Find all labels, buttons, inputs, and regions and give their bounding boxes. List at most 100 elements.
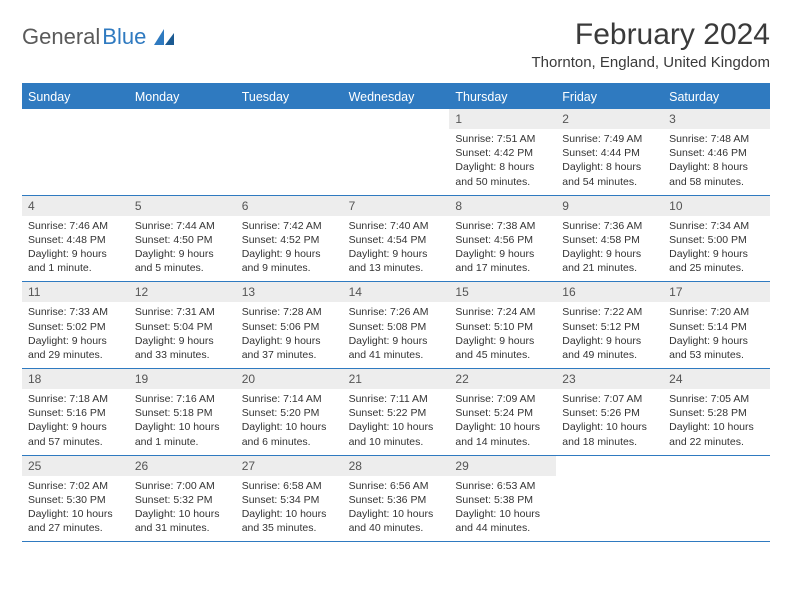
day-details: Sunrise: 7:38 AMSunset: 4:56 PMDaylight:…	[449, 216, 556, 282]
day-details: Sunrise: 7:18 AMSunset: 5:16 PMDaylight:…	[22, 389, 129, 455]
day-details	[236, 115, 343, 124]
day-details: Sunrise: 7:34 AMSunset: 5:00 PMDaylight:…	[663, 216, 770, 282]
day-detail-line: Sunrise: 7:14 AM	[242, 392, 337, 406]
day-details	[663, 462, 770, 471]
day-details: Sunrise: 7:40 AMSunset: 4:54 PMDaylight:…	[343, 216, 450, 282]
day-detail-line: and 21 minutes.	[562, 261, 657, 275]
day-cell: 25Sunrise: 7:02 AMSunset: 5:30 PMDayligh…	[22, 456, 129, 542]
day-detail-line: and 14 minutes.	[455, 435, 550, 449]
day-detail-line: Sunset: 4:46 PM	[669, 146, 764, 160]
day-detail-line: Sunset: 4:42 PM	[455, 146, 550, 160]
day-number: 26	[129, 456, 236, 476]
dow-tuesday: Tuesday	[236, 85, 343, 109]
day-number: 23	[556, 369, 663, 389]
day-details: Sunrise: 7:11 AMSunset: 5:22 PMDaylight:…	[343, 389, 450, 455]
day-cell: 4Sunrise: 7:46 AMSunset: 4:48 PMDaylight…	[22, 196, 129, 282]
day-details: Sunrise: 7:36 AMSunset: 4:58 PMDaylight:…	[556, 216, 663, 282]
day-detail-line: Sunset: 4:52 PM	[242, 233, 337, 247]
dow-saturday: Saturday	[663, 85, 770, 109]
day-cell: 13Sunrise: 7:28 AMSunset: 5:06 PMDayligh…	[236, 282, 343, 368]
day-cell: 14Sunrise: 7:26 AMSunset: 5:08 PMDayligh…	[343, 282, 450, 368]
day-detail-line: Daylight: 9 hours	[455, 334, 550, 348]
day-cell: 3Sunrise: 7:48 AMSunset: 4:46 PMDaylight…	[663, 109, 770, 195]
day-detail-line: and 50 minutes.	[455, 175, 550, 189]
day-cell: 6Sunrise: 7:42 AMSunset: 4:52 PMDaylight…	[236, 196, 343, 282]
day-number: 24	[663, 369, 770, 389]
day-cell: 2Sunrise: 7:49 AMSunset: 4:44 PMDaylight…	[556, 109, 663, 195]
day-cell: 22Sunrise: 7:09 AMSunset: 5:24 PMDayligh…	[449, 369, 556, 455]
day-detail-line: Sunset: 5:20 PM	[242, 406, 337, 420]
day-detail-line: Daylight: 10 hours	[349, 507, 444, 521]
day-detail-line: Sunset: 5:18 PM	[135, 406, 230, 420]
day-cell: 11Sunrise: 7:33 AMSunset: 5:02 PMDayligh…	[22, 282, 129, 368]
day-cell: 1Sunrise: 7:51 AMSunset: 4:42 PMDaylight…	[449, 109, 556, 195]
day-detail-line: Sunset: 4:50 PM	[135, 233, 230, 247]
day-detail-line: Daylight: 9 hours	[242, 334, 337, 348]
day-detail-line: Sunset: 4:48 PM	[28, 233, 123, 247]
day-details	[129, 115, 236, 124]
day-cell: 26Sunrise: 7:00 AMSunset: 5:32 PMDayligh…	[129, 456, 236, 542]
day-detail-line: Sunrise: 7:51 AM	[455, 132, 550, 146]
location-text: Thornton, England, United Kingdom	[532, 54, 770, 71]
day-cell	[236, 109, 343, 195]
day-detail-line: Sunrise: 7:40 AM	[349, 219, 444, 233]
day-details: Sunrise: 7:22 AMSunset: 5:12 PMDaylight:…	[556, 302, 663, 368]
day-detail-line: Sunset: 5:38 PM	[455, 493, 550, 507]
day-details: Sunrise: 7:05 AMSunset: 5:28 PMDaylight:…	[663, 389, 770, 455]
day-detail-line: Sunset: 5:28 PM	[669, 406, 764, 420]
day-detail-line: and 22 minutes.	[669, 435, 764, 449]
day-detail-line: Daylight: 9 hours	[455, 247, 550, 261]
day-number: 17	[663, 282, 770, 302]
day-detail-line: Daylight: 10 hours	[455, 507, 550, 521]
day-detail-line: Daylight: 10 hours	[242, 507, 337, 521]
day-detail-line: Sunset: 4:54 PM	[349, 233, 444, 247]
day-detail-line: Sunset: 4:58 PM	[562, 233, 657, 247]
day-of-week-header: Sunday Monday Tuesday Wednesday Thursday…	[22, 85, 770, 109]
day-cell: 24Sunrise: 7:05 AMSunset: 5:28 PMDayligh…	[663, 369, 770, 455]
day-detail-line: Sunrise: 7:18 AM	[28, 392, 123, 406]
day-detail-line: Sunset: 5:16 PM	[28, 406, 123, 420]
day-detail-line: Daylight: 10 hours	[135, 507, 230, 521]
dow-monday: Monday	[129, 85, 236, 109]
day-detail-line: Daylight: 9 hours	[349, 247, 444, 261]
day-detail-line: Daylight: 10 hours	[349, 420, 444, 434]
day-cell: 29Sunrise: 6:53 AMSunset: 5:38 PMDayligh…	[449, 456, 556, 542]
day-cell: 12Sunrise: 7:31 AMSunset: 5:04 PMDayligh…	[129, 282, 236, 368]
day-cell: 5Sunrise: 7:44 AMSunset: 4:50 PMDaylight…	[129, 196, 236, 282]
day-detail-line: and 9 minutes.	[242, 261, 337, 275]
day-cell: 10Sunrise: 7:34 AMSunset: 5:00 PMDayligh…	[663, 196, 770, 282]
day-detail-line: Sunrise: 7:44 AM	[135, 219, 230, 233]
day-detail-line: Sunset: 5:26 PM	[562, 406, 657, 420]
day-detail-line: and 1 minute.	[135, 435, 230, 449]
day-detail-line: Sunrise: 6:58 AM	[242, 479, 337, 493]
day-detail-line: and 35 minutes.	[242, 521, 337, 535]
day-detail-line: Daylight: 9 hours	[669, 334, 764, 348]
day-detail-line: and 57 minutes.	[28, 435, 123, 449]
day-detail-line: and 5 minutes.	[135, 261, 230, 275]
day-detail-line: Sunrise: 7:20 AM	[669, 305, 764, 319]
day-detail-line: Sunset: 5:00 PM	[669, 233, 764, 247]
day-number: 7	[343, 196, 450, 216]
day-detail-line: Sunrise: 7:11 AM	[349, 392, 444, 406]
day-detail-line: and 45 minutes.	[455, 348, 550, 362]
day-detail-line: Sunset: 4:56 PM	[455, 233, 550, 247]
day-number: 27	[236, 456, 343, 476]
day-detail-line: Daylight: 9 hours	[135, 334, 230, 348]
day-detail-line: Sunset: 4:44 PM	[562, 146, 657, 160]
day-detail-line: Sunrise: 7:42 AM	[242, 219, 337, 233]
day-cell	[556, 456, 663, 542]
day-number: 21	[343, 369, 450, 389]
logo-word-1: General	[22, 24, 100, 50]
day-detail-line: Sunrise: 7:49 AM	[562, 132, 657, 146]
logo-sail-icon	[152, 27, 176, 47]
day-detail-line: Sunset: 5:34 PM	[242, 493, 337, 507]
day-details: Sunrise: 7:42 AMSunset: 4:52 PMDaylight:…	[236, 216, 343, 282]
day-detail-line: and 1 minute.	[28, 261, 123, 275]
day-number: 1	[449, 109, 556, 129]
week-row: 25Sunrise: 7:02 AMSunset: 5:30 PMDayligh…	[22, 456, 770, 543]
day-detail-line: Daylight: 9 hours	[242, 247, 337, 261]
day-detail-line: Sunset: 5:36 PM	[349, 493, 444, 507]
day-detail-line: Sunrise: 6:53 AM	[455, 479, 550, 493]
day-number: 2	[556, 109, 663, 129]
day-detail-line: and 25 minutes.	[669, 261, 764, 275]
